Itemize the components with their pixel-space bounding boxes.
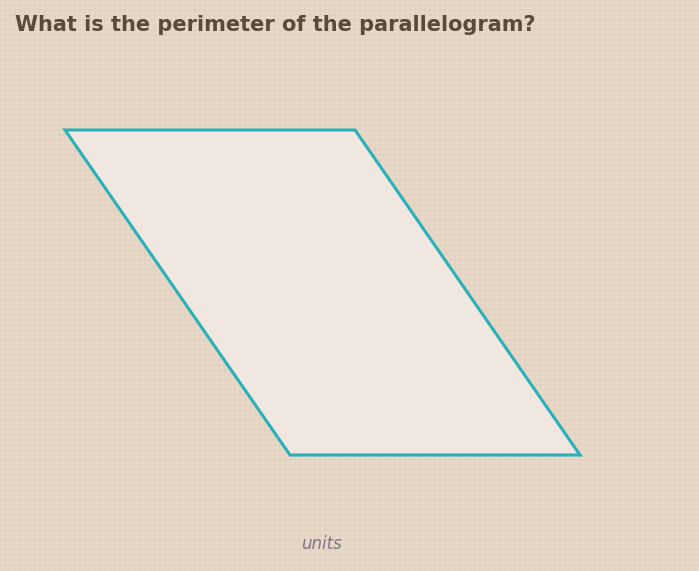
Text: units: units — [301, 535, 342, 553]
Polygon shape — [65, 130, 580, 455]
Text: What is the perimeter of the parallelogram?: What is the perimeter of the parallelogr… — [15, 15, 535, 35]
